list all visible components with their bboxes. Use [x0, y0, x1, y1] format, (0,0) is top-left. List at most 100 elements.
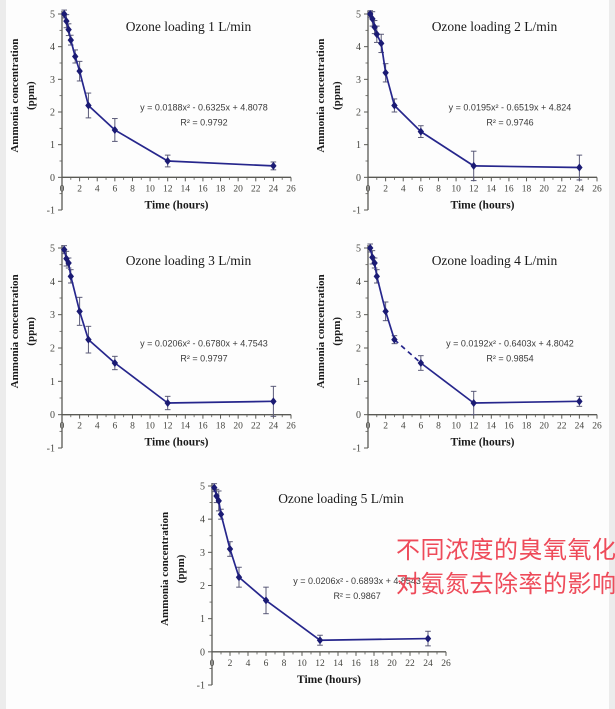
x-tick-label: 22 [557, 184, 567, 194]
data-point-marker [369, 253, 376, 262]
x-tick-label: 26 [592, 422, 602, 432]
x-tick-label: 0 [210, 659, 215, 669]
y-axis-label-line2: (ppm) [331, 81, 343, 110]
y-tick-label: 4 [50, 277, 55, 288]
x-tick-label: 6 [418, 422, 423, 432]
y-tick-label: -1 [353, 444, 361, 455]
x-tick-label: 22 [557, 422, 567, 432]
x-tick-label: 14 [487, 422, 497, 432]
x-tick-label: 18 [369, 659, 379, 669]
data-point-marker [470, 399, 477, 407]
x-tick-label: 22 [251, 422, 261, 432]
x-tick-label: 2 [383, 422, 388, 432]
x-tick-label: 24 [269, 184, 279, 194]
y-tick-label: -1 [47, 444, 55, 455]
x-tick-label: 6 [112, 422, 117, 432]
y-tick-label: 3 [356, 75, 361, 86]
x-tick-label: 4 [95, 422, 100, 432]
x-tick-label: 26 [592, 184, 602, 194]
data-point-marker [72, 52, 79, 61]
x-tick-label: 22 [405, 659, 415, 669]
data-line-segment [319, 637, 429, 642]
x-tick-label: 16 [504, 184, 514, 194]
x-axis-label: Time (hours) [451, 199, 515, 211]
x-tick-label: 2 [228, 659, 233, 669]
x-tick-label: 16 [198, 422, 208, 432]
data-point-marker [61, 10, 68, 18]
data-point-marker [76, 307, 83, 316]
fit-r-squared: R² = 0.9797 [180, 353, 227, 363]
y-axis-label-line1: Ammonia concentration [9, 39, 21, 153]
data-line-segment [420, 362, 475, 404]
data-line-segment [167, 400, 274, 404]
x-tick-label: 2 [77, 184, 82, 194]
y-tick-label: 2 [200, 581, 205, 592]
data-line-segment [220, 513, 231, 550]
x-tick-label: 20 [539, 184, 549, 194]
data-point-marker [61, 245, 68, 254]
x-tick-label: 20 [539, 422, 549, 432]
data-point-marker [111, 359, 119, 367]
chart-ozone-loading-2: -1 0 1 2 3 4 5 0 2 4 6 8 10 12 14 16 18 20 22 24 26 Ozone loa… [308, 0, 613, 232]
chart-title: Ozone loading 5 L/min [278, 491, 404, 506]
x-tick-label: 6 [418, 184, 423, 194]
y-tick-label: 0 [50, 173, 55, 184]
data-line-segment [69, 276, 81, 312]
data-line-segment [393, 339, 422, 364]
data-line-segment [384, 72, 396, 106]
y-tick-label: 2 [50, 108, 55, 119]
data-point-marker [270, 161, 277, 170]
data-point-marker [85, 101, 92, 110]
data-point-marker [391, 101, 398, 110]
x-tick-label: 24 [575, 422, 585, 432]
chart-title: Ozone loading 2 L/min [432, 19, 558, 34]
y-tick-label: 0 [356, 173, 361, 184]
x-tick-label: 8 [130, 184, 135, 194]
chart-ozone-loading-1: -1 0 1 2 3 4 5 0 2 4 6 8 10 12 14 16 18 20 22 24 26 Ozone loa… [2, 0, 307, 232]
data-point-marker [316, 636, 324, 645]
x-tick-label: 14 [333, 659, 343, 669]
fit-equation: y = 0.0188x² - 0.6325x + 4.8078 [140, 102, 268, 112]
chart-ozone-loading-4: -1 0 1 2 3 4 5 0 2 4 6 8 10 12 14 16 18 20 22 24 26 Ozone loa… [308, 234, 613, 470]
x-tick-label: 10 [451, 422, 461, 432]
x-tick-label: 16 [198, 184, 208, 194]
data-line-segment [420, 130, 475, 167]
y-tick-label: 4 [356, 42, 361, 53]
data-point-marker [235, 573, 243, 582]
y-tick-label: 1 [200, 614, 205, 625]
x-tick-label: 26 [441, 659, 451, 669]
y-tick-label: 3 [50, 75, 55, 86]
data-point-marker [67, 272, 75, 281]
x-tick-label: 14 [487, 184, 497, 194]
fit-equation: y = 0.0195x² - 0.6519x + 4.824 [449, 102, 572, 112]
data-line-segment [380, 43, 387, 73]
y-tick-label: 5 [356, 10, 361, 21]
x-tick-label: 14 [181, 422, 191, 432]
data-point-marker [576, 163, 583, 172]
x-tick-label: 4 [246, 659, 251, 669]
y-tick-label: 3 [356, 310, 361, 321]
data-line-segment [78, 311, 90, 340]
y-tick-label: 5 [50, 244, 55, 255]
data-point-marker [76, 67, 83, 76]
x-tick-label: 0 [60, 184, 65, 194]
y-tick-label: 5 [50, 10, 55, 21]
y-tick-label: -1 [197, 681, 205, 692]
chart-ozone-loading-5: -1 0 1 2 3 4 5 0 2 4 6 8 10 12 14 16 18 20 22 24 26 Ozone loa… [152, 472, 462, 707]
x-tick-label: 16 [504, 422, 514, 432]
data-point-marker [382, 307, 389, 316]
data-line-segment [114, 362, 169, 404]
y-axis-label-line1: Ammonia concentration [159, 512, 171, 626]
x-tick-label: 26 [286, 184, 296, 194]
y-axis-label-line2: (ppm) [25, 317, 37, 346]
data-point-marker [164, 399, 171, 407]
y-tick-label: 3 [200, 548, 205, 559]
annotation-line-2: 对氨氮去除率的影响 [396, 571, 615, 598]
data-line-segment [229, 548, 240, 578]
data-line-segment [114, 129, 169, 162]
